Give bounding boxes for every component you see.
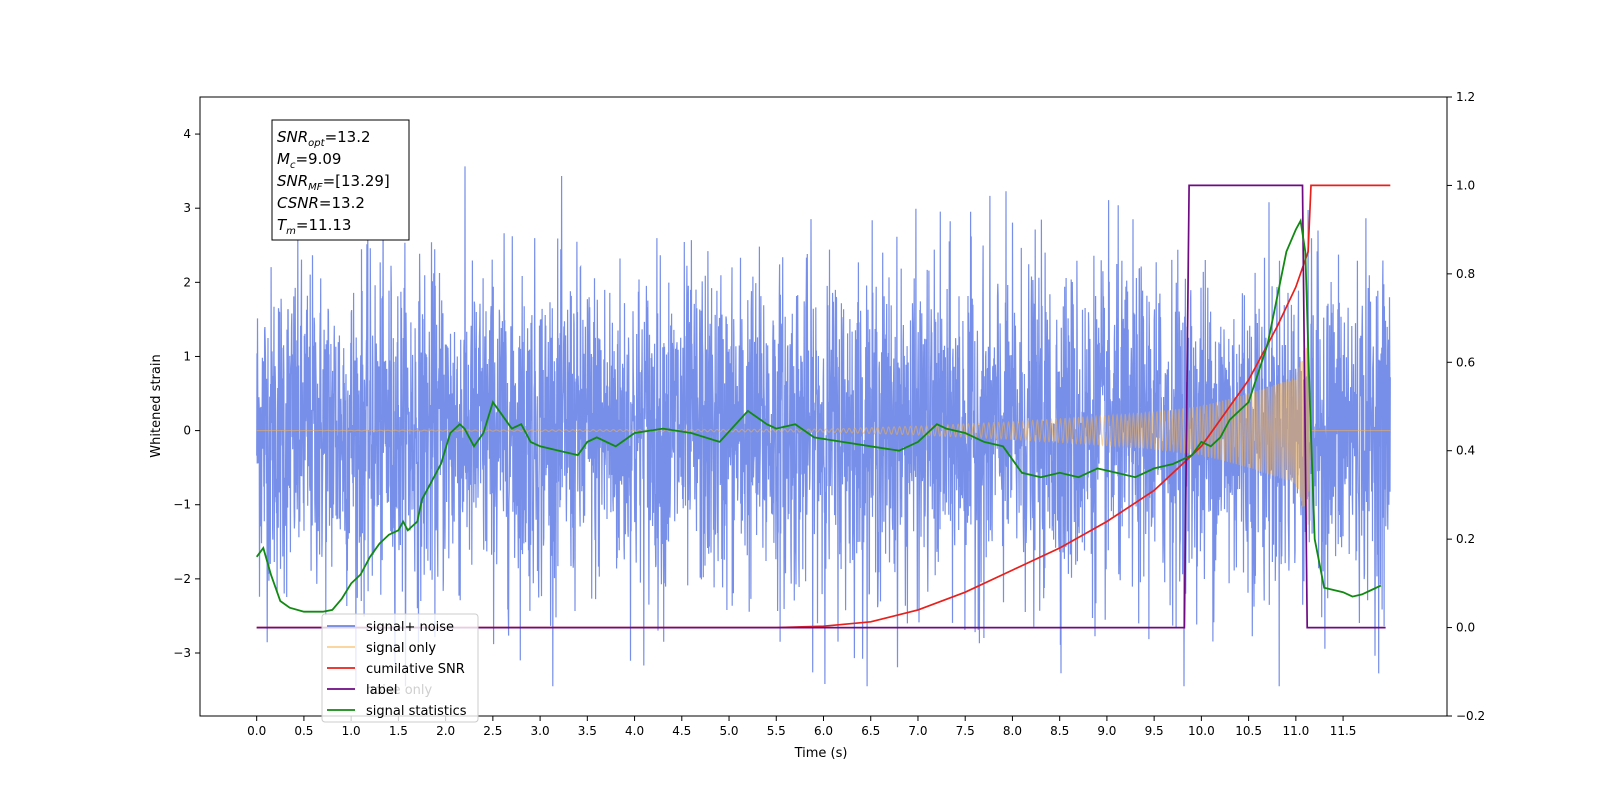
x-tick-label: 4.0 — [625, 724, 644, 738]
y-tick-label: 2 — [183, 275, 191, 289]
y2-tick-label: 0.8 — [1456, 267, 1475, 281]
y-axis-label: Whitened strain — [149, 354, 164, 457]
x-tick-label: 11.0 — [1282, 724, 1309, 738]
x-tick-label: 3.5 — [578, 724, 597, 738]
x-axis-ticks: 0.0 0.5 1.0 1.5 2.0 2.5 3.0 3.5 4.0 4.5 5.0 5.5 6.0 6… — [247, 716, 1356, 738]
legend-entry-label: signal only — [366, 641, 436, 656]
y2-axis-ticks: −0.2 0.0 0.2 0.4 0.6 0.8 1.0 1.2 — [1447, 90, 1485, 723]
x-tick-label: 0.0 — [247, 724, 266, 738]
x-tick-label: 8.0 — [1003, 724, 1022, 738]
legend-entry-label: signal+ noise — [366, 620, 454, 635]
legend-entry-label: label — [366, 683, 397, 698]
annotation-frame — [271, 119, 410, 241]
y2-tick-label: 0.4 — [1456, 444, 1475, 458]
y2-tick-label: 0.2 — [1456, 532, 1475, 546]
plot-area — [255, 166, 1391, 687]
series-signal-only — [256, 338, 1391, 525]
x-tick-label: 5.0 — [719, 724, 738, 738]
y-tick-label: 1 — [183, 349, 191, 363]
series-cumulative-snr — [256, 184, 1391, 629]
x-tick-label: 6.0 — [814, 724, 833, 738]
annotation-line: Tm=11.13 — [277, 216, 351, 237]
y-tick-label: −2 — [173, 572, 191, 586]
legend-ghost-text: signal only — [366, 641, 436, 656]
x-tick-label: 5.5 — [767, 724, 786, 738]
y2-tick-label: 0.6 — [1456, 355, 1475, 369]
series-signal-statistics — [255, 218, 1382, 613]
annotation-line: CSNR=13.2 — [277, 194, 365, 212]
x-tick-label: 7.0 — [908, 724, 927, 738]
x-tick-label: 8.5 — [1050, 724, 1069, 738]
y-tick-label: 0 — [183, 424, 191, 438]
annotation-line: SNRMF=[13.29] — [277, 172, 390, 193]
x-axis-label: Time (s) — [794, 746, 848, 761]
legend-ghost-text: noise only — [366, 683, 433, 698]
x-tick-label: 2.5 — [483, 724, 502, 738]
x-tick-label: 10.0 — [1188, 724, 1215, 738]
legend: signal only noise only signal+ noise signal… — [321, 613, 479, 723]
x-tick-label: 9.5 — [1145, 724, 1164, 738]
y-tick-label: −3 — [173, 646, 191, 660]
annotation-line: Mc=9.09 — [277, 150, 341, 171]
x-tick-label: 1.0 — [342, 724, 361, 738]
parameter-annotation-box: SNRopt=13.2Mc=9.09SNRMF=[13.29]CSNR=13.2… — [271, 119, 410, 241]
legend-entry-label: cumilative SNR — [366, 662, 465, 677]
series-label — [256, 184, 1386, 629]
x-tick-label: 7.5 — [956, 724, 975, 738]
x-tick-label: 4.5 — [672, 724, 691, 738]
y2-tick-label: 1.0 — [1456, 178, 1475, 192]
legend-frame — [321, 613, 479, 723]
y2-tick-label: 0.0 — [1456, 621, 1475, 635]
y2-tick-label: 1.2 — [1456, 90, 1475, 104]
annotation-line: SNRopt=13.2 — [277, 128, 371, 149]
x-tick-label: 10.5 — [1235, 724, 1262, 738]
y-tick-label: −1 — [173, 498, 191, 512]
x-tick-label: 2.0 — [436, 724, 455, 738]
y2-tick-label: −0.2 — [1456, 709, 1485, 723]
x-tick-label: 3.0 — [531, 724, 550, 738]
y-tick-label: 4 — [183, 127, 191, 141]
y-tick-label: 3 — [183, 201, 191, 215]
x-tick-label: 6.5 — [861, 724, 880, 738]
y-axis-ticks: −3 −2 −1 0 1 2 3 4 — [173, 127, 200, 660]
x-tick-label: 1.5 — [389, 724, 408, 738]
x-tick-label: 9.0 — [1097, 724, 1116, 738]
legend-entry-label: signal statistics — [366, 704, 467, 719]
x-tick-label: 0.5 — [294, 724, 313, 738]
x-tick-label: 11.5 — [1330, 724, 1357, 738]
